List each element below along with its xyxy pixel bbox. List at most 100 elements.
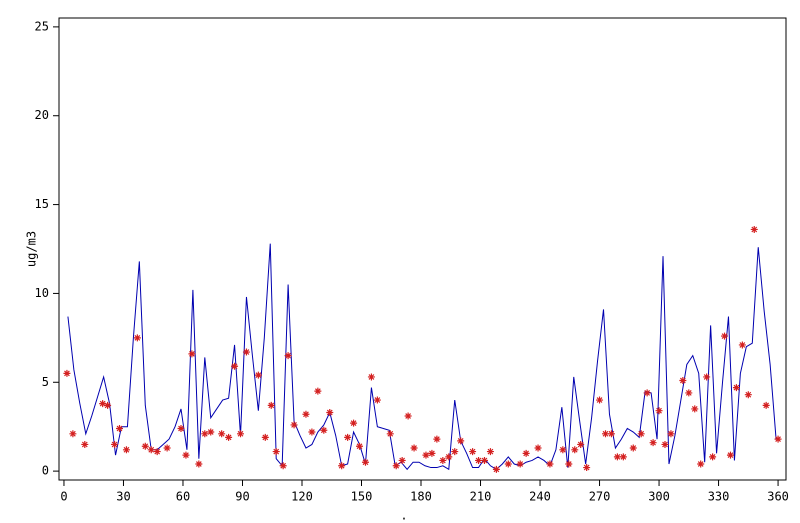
data-point: [344, 433, 352, 441]
data-point: [738, 341, 746, 349]
x-tick-label: 360: [767, 490, 789, 504]
data-point: [744, 391, 752, 399]
data-point: [338, 462, 346, 470]
data-point: [133, 334, 141, 342]
data-point: [667, 430, 675, 438]
data-point: [480, 456, 488, 464]
data-point: [410, 444, 418, 452]
y-tick-label: 10: [35, 286, 49, 300]
data-point: [141, 442, 149, 450]
data-point: [302, 410, 310, 418]
data-point: [122, 446, 130, 454]
data-point: [231, 362, 239, 370]
data-point: [350, 419, 358, 427]
data-point: [428, 449, 436, 457]
data-point: [583, 464, 591, 472]
data-point: [290, 421, 298, 429]
data-point: [308, 428, 316, 436]
data-point: [492, 465, 500, 473]
data-point: [726, 451, 734, 459]
data-point: [279, 462, 287, 470]
data-point: [177, 424, 185, 432]
data-point: [284, 352, 292, 360]
data-point: [457, 437, 465, 445]
data-point: [163, 444, 171, 452]
data-point: [629, 444, 637, 452]
data-point: [361, 458, 369, 466]
data-point: [732, 384, 740, 392]
data-point: [237, 430, 245, 438]
data-point: [201, 430, 209, 438]
data-point: [445, 453, 453, 461]
data-point: [69, 430, 77, 438]
data-point: [619, 453, 627, 461]
data-point: [451, 448, 459, 456]
data-point: [534, 444, 542, 452]
data-point: [314, 387, 322, 395]
data-point: [111, 440, 119, 448]
data-point: [565, 460, 573, 468]
data-point: [99, 400, 107, 408]
data-point: [195, 460, 203, 468]
data-point: [546, 460, 554, 468]
data-point: [404, 412, 412, 420]
data-point: [522, 449, 530, 457]
data-point: [486, 448, 494, 456]
x-tick-label: 270: [589, 490, 611, 504]
data-point: [147, 446, 155, 454]
data-point: [116, 424, 124, 432]
data-point: [104, 401, 112, 409]
data-point: [601, 430, 609, 438]
y-tick-label: 25: [35, 19, 49, 33]
data-point: [261, 433, 269, 441]
data-point: [721, 332, 729, 340]
x-tick-label: 150: [351, 490, 373, 504]
data-point: [392, 462, 400, 470]
x-tick-label: 210: [470, 490, 492, 504]
data-point: [398, 456, 406, 464]
x-tick-label: 300: [648, 490, 670, 504]
x-tick-label: 120: [291, 490, 313, 504]
data-point: [218, 430, 226, 438]
data-point: [504, 460, 512, 468]
x-tick-label: 0: [60, 490, 67, 504]
y-axis-label: ug/m3: [25, 231, 39, 267]
data-point: [685, 389, 693, 397]
data-point: [225, 433, 233, 441]
x-tick-label: 90: [235, 490, 249, 504]
data-point: [607, 430, 615, 438]
data-point: [207, 428, 215, 436]
data-point: [613, 453, 621, 461]
y-tick-label: 5: [42, 375, 49, 389]
data-point: [661, 440, 669, 448]
data-point: [649, 439, 657, 447]
x-tick-label: 240: [529, 490, 551, 504]
data-point: [422, 451, 430, 459]
x-tick-label: 30: [116, 490, 130, 504]
data-point: [272, 448, 280, 456]
data-point: [63, 369, 71, 377]
data-point: [242, 348, 250, 356]
data-point: [571, 446, 579, 454]
data-point: [326, 408, 334, 416]
data-point: [356, 442, 364, 450]
data-point: [762, 401, 770, 409]
data-point: [469, 448, 477, 456]
data-point: [679, 376, 687, 384]
data-point: [516, 460, 524, 468]
y-tick-label: 15: [35, 197, 49, 211]
data-point: [386, 430, 394, 438]
y-tick-label: 20: [35, 108, 49, 122]
data-point: [643, 389, 651, 397]
plot-frame: [58, 17, 787, 481]
data-point: [81, 440, 89, 448]
data-point: [559, 446, 567, 454]
data-point: [439, 456, 447, 464]
data-point: [153, 448, 161, 456]
data-point: [709, 453, 717, 461]
data-point: [774, 435, 782, 443]
data-point: [637, 430, 645, 438]
data-line: [67, 243, 777, 471]
x-tick-label: 330: [708, 490, 730, 504]
